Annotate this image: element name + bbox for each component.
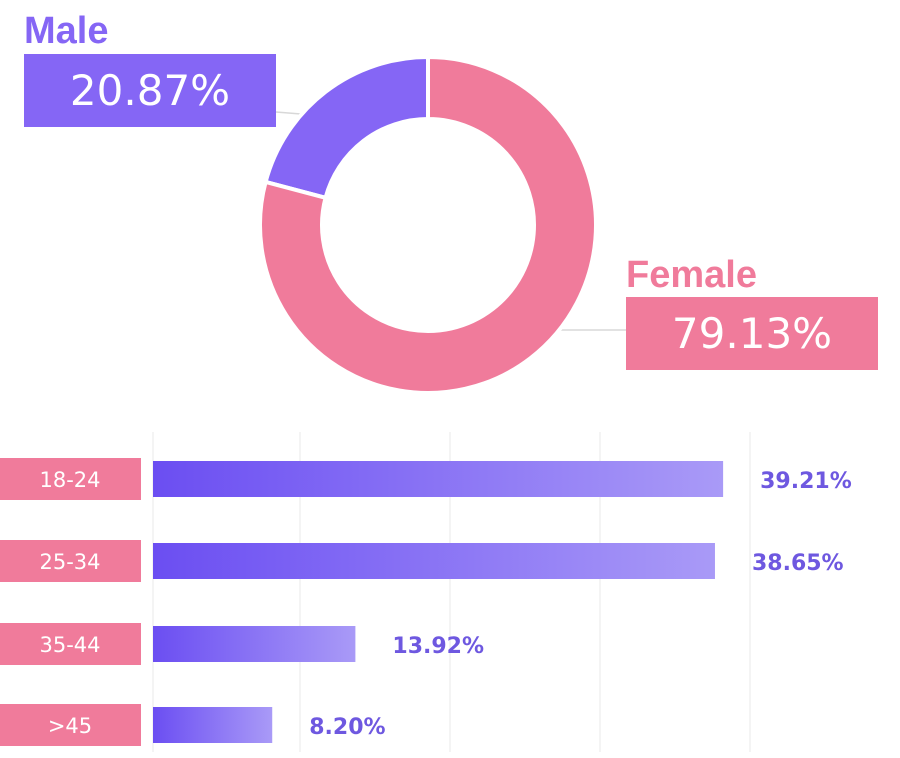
category-label-box — [0, 623, 141, 665]
category-label: 25-34 — [39, 550, 100, 574]
category-label-box — [0, 540, 141, 582]
category-label-box — [0, 704, 141, 746]
bar-value-label: 39.21% — [760, 469, 852, 494]
category-label-box — [0, 458, 141, 500]
male-percent-box: 20.87% — [24, 54, 276, 127]
bar — [153, 543, 715, 579]
category-label: >45 — [48, 714, 92, 738]
donut-slice-female — [258, 54, 598, 395]
female-percent-box: 79.13% — [626, 297, 878, 370]
male-label: Male — [24, 10, 109, 52]
bar — [153, 461, 724, 497]
bar — [153, 626, 356, 662]
bar-value-label: 13.92% — [392, 634, 484, 659]
bar — [153, 707, 273, 743]
bar-value-label: 8.20% — [309, 715, 385, 740]
category-label: 35-44 — [39, 633, 100, 657]
gender-donut-chart — [258, 54, 626, 395]
female-label: Female — [626, 254, 757, 296]
category-label: 18-24 — [39, 468, 100, 492]
bar-value-label: 38.65% — [752, 551, 844, 576]
